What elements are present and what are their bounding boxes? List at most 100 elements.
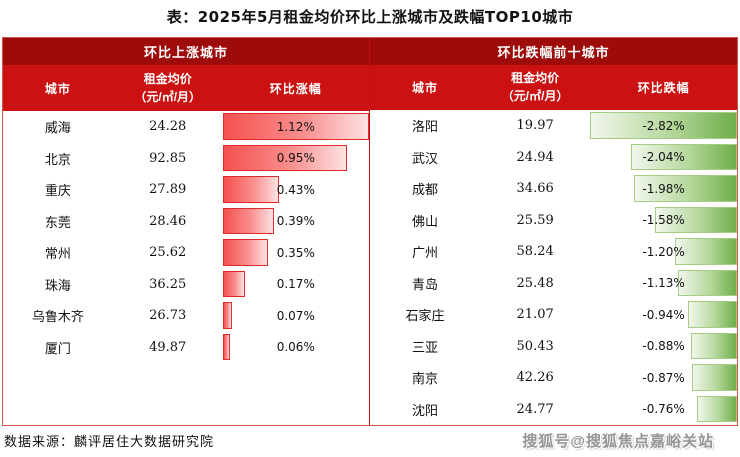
- change-bar: [678, 269, 737, 296]
- city-cell: 成都: [412, 183, 439, 199]
- change-cell: -2.04%: [590, 142, 737, 174]
- change-label: 0.43%: [276, 182, 315, 197]
- col-header-change: 环比跌幅: [637, 80, 690, 95]
- price-cell: 19.97: [516, 118, 554, 134]
- change-cell: 0.95%: [222, 143, 369, 175]
- price-cell: 26.73: [149, 308, 187, 324]
- change-bar: [691, 332, 737, 359]
- change-cell: -1.13%: [590, 268, 737, 300]
- change-label: -1.58%: [642, 213, 685, 228]
- col-header-price: 租金均价 （元/㎡/月）: [480, 69, 590, 105]
- change-bar: [222, 176, 279, 203]
- col-header-city: 城市: [412, 80, 439, 95]
- change-label: -0.87%: [642, 370, 685, 385]
- price-cell: 49.87: [149, 339, 187, 355]
- table-row: 三亚 50.43 -0.88%: [370, 331, 737, 363]
- change-label: 0.17%: [276, 277, 315, 292]
- city-cell: 南京: [412, 372, 439, 388]
- change-bar: [697, 395, 737, 422]
- change-cell: -1.20%: [590, 236, 737, 268]
- city-cell: 常州: [44, 247, 71, 263]
- table-row: 佛山 25.59 -1.58%: [370, 205, 737, 237]
- col-header-change: 环比涨幅: [269, 81, 322, 96]
- table-row: 乌鲁木齐 26.73 0.07%: [3, 300, 369, 332]
- change-bar: [691, 364, 737, 391]
- table-row: 珠海 36.25 0.17%: [3, 269, 369, 301]
- price-cell: 24.77: [516, 401, 554, 417]
- change-label: -1.20%: [642, 244, 685, 259]
- rise-table-panel: 环比上涨城市 城市 租金均价 （元/㎡/月） 环比涨幅 威海 24.28 1.1…: [3, 38, 370, 425]
- table-row: 常州 25.62 0.35%: [3, 237, 369, 269]
- change-cell: -2.82%: [590, 110, 737, 142]
- price-cell: 24.28: [149, 119, 187, 135]
- price-cell: 42.26: [516, 370, 554, 386]
- price-cell: 25.62: [149, 245, 187, 261]
- change-cell: 0.43%: [222, 174, 369, 206]
- price-cell: 21.07: [516, 307, 554, 323]
- table-row: 石家庄 21.07 -0.94%: [370, 299, 737, 331]
- table-row: 洛阳 19.97 -2.82%: [370, 110, 737, 142]
- change-bar: [222, 144, 347, 171]
- price-cell: 36.25: [149, 276, 187, 292]
- table-row: 威海 24.28 1.12%: [3, 111, 369, 143]
- change-bar: [222, 239, 269, 266]
- data-source-note: 数据来源：麟评居住大数据研究院: [4, 435, 215, 450]
- change-label: -0.76%: [642, 402, 685, 417]
- table-row: 北京 92.85 0.95%: [3, 143, 369, 175]
- change-cell: -1.98%: [590, 173, 737, 205]
- table-row: 厦门 49.87 0.06%: [3, 332, 369, 364]
- fall-group-header: 环比跌幅前十城市: [370, 38, 737, 65]
- change-label: 1.12%: [276, 119, 315, 134]
- price-cell: 27.89: [149, 182, 187, 198]
- city-cell: 珠海: [44, 278, 71, 294]
- col-header-price-line1: 租金均价: [511, 71, 560, 86]
- change-label: -0.88%: [642, 339, 685, 354]
- change-label: -0.94%: [642, 307, 685, 322]
- price-cell: 25.48: [516, 275, 554, 291]
- change-bar: [222, 333, 231, 360]
- change-bar: [590, 112, 737, 139]
- change-cell: -0.76%: [590, 394, 737, 426]
- change-bar: [222, 270, 245, 297]
- change-bar: [674, 238, 737, 265]
- city-cell: 石家庄: [405, 309, 445, 325]
- rise-column-header: 城市 租金均价 （元/㎡/月） 环比涨幅: [3, 65, 369, 111]
- sohu-watermark: 搜狐号@搜狐焦点嘉峪关站: [522, 433, 714, 450]
- price-cell: 58.24: [516, 244, 554, 260]
- change-bar: [222, 207, 274, 234]
- price-cell: 25.59: [516, 212, 554, 228]
- change-label: 0.07%: [276, 308, 315, 323]
- table-row: 东莞 28.46 0.39%: [3, 206, 369, 238]
- price-cell: 24.94: [516, 149, 554, 165]
- change-bar: [633, 175, 737, 202]
- change-label: 0.35%: [276, 245, 315, 260]
- table-row: 广州 58.24 -1.20%: [370, 236, 737, 268]
- table-row: 沈阳 24.77 -0.76%: [370, 394, 737, 426]
- change-label: -2.82%: [642, 118, 685, 133]
- city-cell: 乌鲁木齐: [31, 310, 84, 326]
- change-cell: -0.94%: [590, 299, 737, 331]
- rent-tables: 环比上涨城市 城市 租金均价 （元/㎡/月） 环比涨幅 威海 24.28 1.1…: [2, 37, 738, 426]
- rise-group-header: 环比上涨城市: [3, 38, 369, 65]
- rise-table-body: 威海 24.28 1.12% 北京 92.85 0.95% 重庆 27.89 0…: [3, 111, 369, 425]
- fall-table-panel: 环比跌幅前十城市 城市 租金均价 （元/㎡/月） 环比跌幅 洛阳 19.97 -…: [370, 38, 737, 425]
- price-cell: 92.85: [149, 150, 187, 166]
- change-bar: [222, 302, 232, 329]
- change-cell: 1.12%: [222, 111, 369, 143]
- table-row: 南京 42.26 -0.87%: [370, 362, 737, 394]
- change-label: 0.06%: [276, 340, 315, 355]
- change-label: -1.13%: [642, 276, 685, 291]
- table-row: 武汉 24.94 -2.04%: [370, 142, 737, 174]
- change-cell: 0.35%: [222, 237, 369, 269]
- change-cell: -0.88%: [590, 331, 737, 363]
- change-label: -2.04%: [642, 150, 685, 165]
- city-cell: 重庆: [44, 184, 71, 200]
- city-cell: 北京: [44, 152, 71, 168]
- change-label: 0.39%: [276, 214, 315, 229]
- price-cell: 50.43: [516, 338, 554, 354]
- city-cell: 佛山: [412, 214, 439, 230]
- price-cell: 28.46: [149, 213, 187, 229]
- change-cell: 0.06%: [222, 332, 369, 364]
- fall-table-body: 洛阳 19.97 -2.82% 武汉 24.94 -2.04% 成都 34.66…: [370, 110, 737, 425]
